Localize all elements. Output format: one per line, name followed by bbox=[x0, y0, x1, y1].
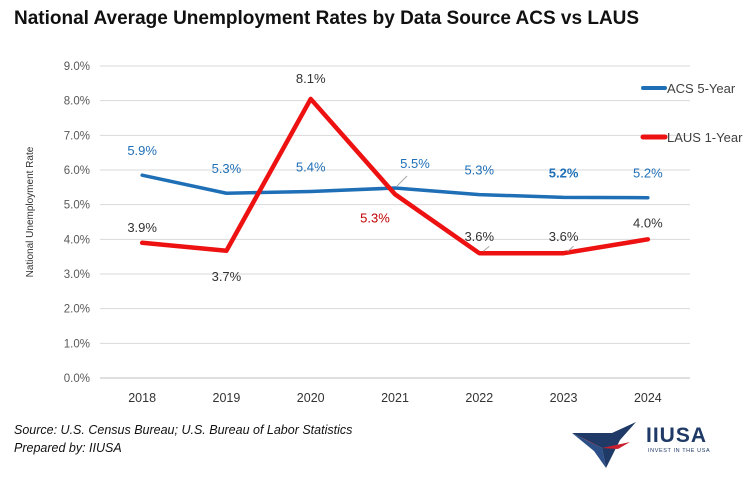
x-tick-label: 2023 bbox=[550, 391, 578, 405]
data-label: 5.2% bbox=[549, 165, 579, 180]
x-axis-ticks: 2018 2019 2020 2021 2022 2023 2024 bbox=[128, 391, 662, 405]
data-label: 3.6% bbox=[549, 229, 579, 244]
y-tick-label: 4.0% bbox=[64, 234, 90, 246]
y-tick-label: 1.0% bbox=[64, 338, 90, 350]
y-tick-label: 0.0% bbox=[64, 373, 90, 385]
y-tick-label: 7.0% bbox=[64, 130, 90, 142]
x-tick-label: 2024 bbox=[634, 391, 662, 405]
x-tick-label: 2020 bbox=[297, 391, 325, 405]
gridlines bbox=[100, 65, 690, 379]
series-line-acs bbox=[140, 173, 650, 200]
data-label: 3.6% bbox=[464, 229, 494, 244]
y-tick-label: 2.0% bbox=[64, 304, 90, 316]
y-tick-label: 9.0% bbox=[64, 61, 90, 73]
x-tick-label: 2018 bbox=[128, 391, 156, 405]
logo-name: IIUSA bbox=[646, 424, 708, 447]
x-tick-label: 2021 bbox=[381, 391, 409, 405]
data-label: 5.9% bbox=[127, 143, 157, 158]
leader-line bbox=[482, 245, 490, 252]
y-tick-label: 8.0% bbox=[64, 96, 90, 108]
data-label: 3.9% bbox=[127, 220, 157, 235]
iiusa-logo: IIUSA INVEST IN THE USA bbox=[572, 418, 742, 468]
star-logo-icon bbox=[572, 422, 636, 468]
data-label: 5.3% bbox=[464, 163, 494, 178]
line-chart: 0.0% 1.0% 2.0% 3.0% 4.0% 5.0% 6.0% 7.0% 8.0% 9.0%… bbox=[25, 61, 743, 405]
data-label: 8.1% bbox=[296, 71, 326, 86]
data-label: 5.5% bbox=[400, 156, 430, 171]
x-tick-label: 2019 bbox=[213, 391, 241, 405]
y-axis-ticks: 0.0% 1.0% 2.0% 3.0% 4.0% 5.0% 6.0% 7.0% 8.0% 9.0% bbox=[64, 61, 90, 385]
series-line-laus bbox=[139, 96, 651, 256]
source-note: Source: U.S. Census Bureau; U.S. Bureau … bbox=[14, 421, 352, 457]
data-label: 4.0% bbox=[633, 215, 663, 230]
data-label: 5.3% bbox=[212, 161, 242, 176]
data-label: 5.2% bbox=[633, 166, 663, 181]
legend: ACS 5-Year LAUS 1-Year bbox=[640, 81, 743, 145]
leader-line bbox=[567, 245, 574, 252]
label-leader-lines bbox=[396, 175, 574, 252]
logo-tagline: INVEST IN THE USA bbox=[648, 448, 711, 454]
data-label: 3.7% bbox=[212, 269, 242, 284]
data-label: 5.3% bbox=[360, 210, 390, 225]
data-label: 5.4% bbox=[296, 159, 326, 174]
prepared-by-line: Prepared by: IIUSA bbox=[14, 441, 122, 455]
x-tick-label: 2022 bbox=[465, 391, 493, 405]
y-tick-label: 6.0% bbox=[64, 165, 90, 177]
series-lines bbox=[139, 96, 651, 256]
y-axis-label: National Unemployment Rate bbox=[25, 146, 36, 277]
y-tick-label: 3.0% bbox=[64, 269, 90, 281]
source-line: Source: U.S. Census Bureau; U.S. Bureau … bbox=[14, 423, 353, 437]
chart-title: National Average Unemployment Rates by D… bbox=[14, 8, 640, 29]
legend-label: ACS 5-Year bbox=[667, 81, 736, 96]
leader-line bbox=[396, 175, 408, 187]
legend-label: LAUS 1-Year bbox=[667, 130, 743, 145]
data-labels: 5.9% 5.3% 5.4% 5.5% 5.3% 5.2% 5.2% 3.9% 3.7% 8.1%… bbox=[127, 71, 663, 284]
y-tick-label: 5.0% bbox=[64, 200, 90, 212]
